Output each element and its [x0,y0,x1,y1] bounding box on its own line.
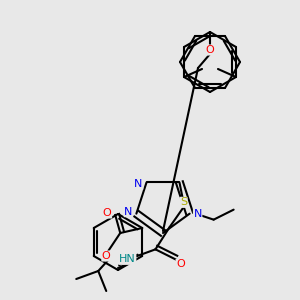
Text: HN: HN [119,254,136,264]
Text: O: O [102,251,111,261]
Text: N: N [124,207,133,217]
Text: O: O [103,208,112,218]
Text: S: S [180,197,187,207]
Text: N: N [134,179,143,189]
Text: O: O [206,45,214,55]
Text: N: N [194,209,202,219]
Text: O: O [176,259,185,269]
